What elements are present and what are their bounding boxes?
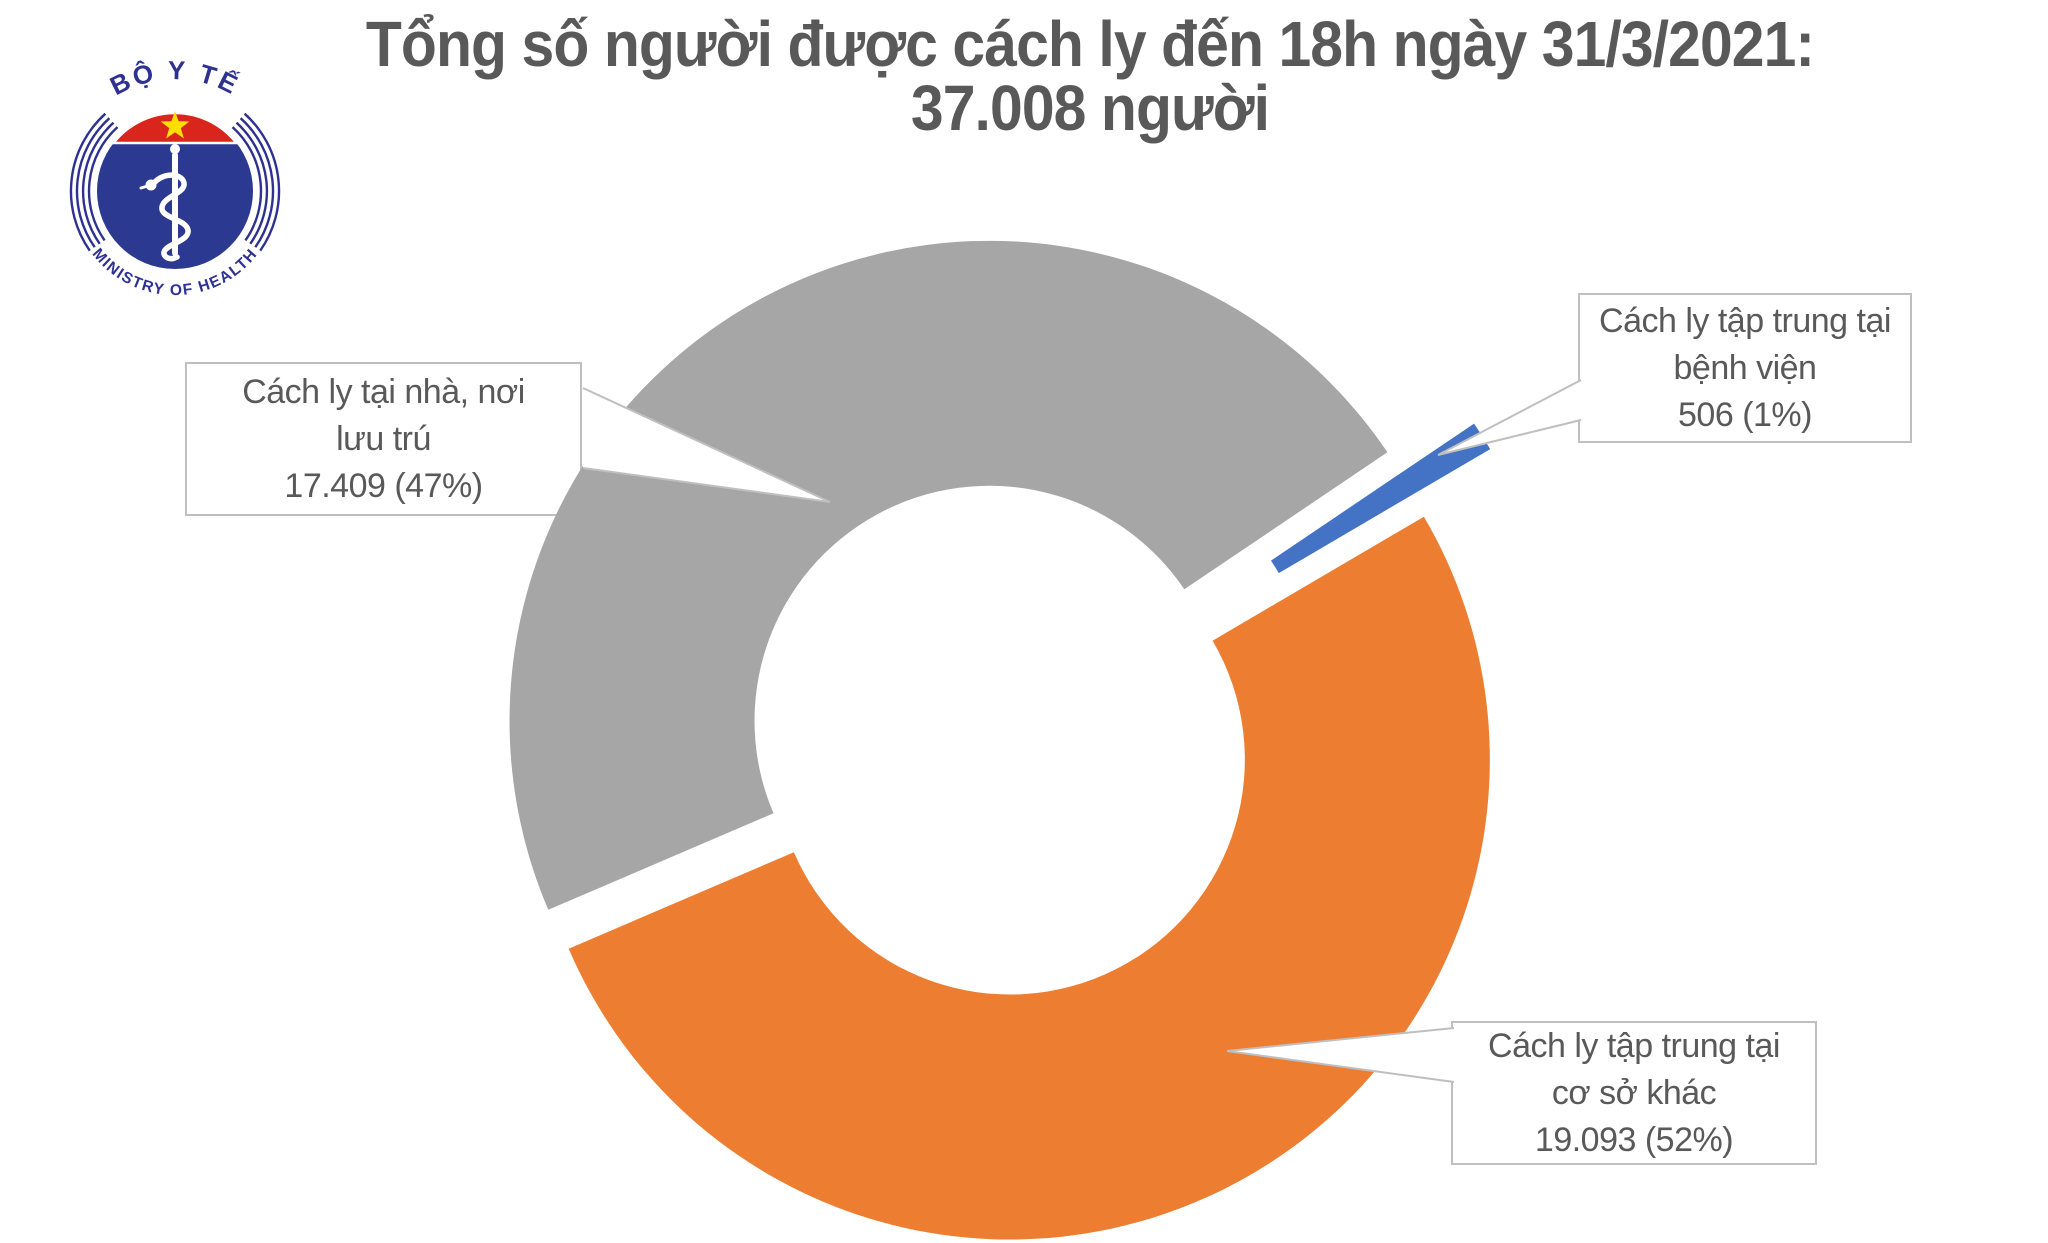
logo-caduceus-icon: [139, 144, 191, 262]
leader-wedge-hospital: [1438, 380, 1581, 455]
logo-star-icon: [160, 111, 190, 139]
logo-top-text: BỘ Y TẾ: [105, 55, 245, 101]
callout-home-line-1: Cách ly tại nhà, nơi: [242, 372, 525, 411]
callout-hospital-value: 506 (1%): [1678, 395, 1812, 434]
callout-leader-wedges: [582, 379, 1582, 1083]
doughnut-slice-other: [568, 516, 1490, 1240]
leader-wedge-home: [583, 388, 830, 502]
callout-hospital-line-2: bệnh viện: [1673, 348, 1817, 387]
callout-hospital-line-1: Cách ly tập trung tại: [1599, 301, 1891, 340]
callout-home-value: 17.409 (47%): [284, 466, 483, 505]
leader-wedge-home-edge-2: [582, 467, 831, 503]
doughnut-slice-hospital: [1271, 423, 1491, 574]
leader-wedge-home-edge-1: [582, 387, 831, 503]
callout-box-home-quarantine: Cách ly tại nhà, nơi lưu trú 17.409 (47%…: [185, 362, 582, 516]
callout-other-line-2: cơ sở khác: [1551, 1073, 1717, 1112]
leader-wedge-other-edge-2: [1226, 1050, 1455, 1083]
chart-title: Tổng số người được cách ly đến 18h ngày …: [250, 12, 1930, 140]
leader-wedge-hospital-edge-2: [1437, 419, 1582, 456]
logo-side-arcs: [69, 112, 281, 252]
leader-wedge-hospital-edge-1: [1437, 379, 1582, 456]
callout-home-line-2: lưu trú: [336, 419, 431, 458]
chart-title-line-2: 37.008 người: [910, 72, 1270, 144]
callout-box-other-facility-quarantine: Cách ly tập trung tại cơ sở khác 19.093 …: [1451, 1021, 1817, 1165]
callout-box-hospital-quarantine: Cách ly tập trung tại bệnh viện 506 (1%): [1578, 293, 1912, 443]
callout-other-line-1: Cách ly tập trung tại: [1488, 1026, 1780, 1065]
doughnut-slices: [509, 240, 1491, 1240]
callout-other-value: 19.093 (52%): [1534, 1120, 1734, 1159]
doughnut-slice-home: [509, 240, 1388, 910]
leader-wedge-other: [1227, 1028, 1454, 1082]
chart-title-line-1: Tổng số người được cách ly đến 18h ngày …: [365, 8, 1815, 80]
ministry-of-health-logo: BỘ Y TẾ MINISTRY OF HEALTH: [69, 55, 281, 299]
leader-wedge-other-edge-1: [1226, 1027, 1455, 1052]
